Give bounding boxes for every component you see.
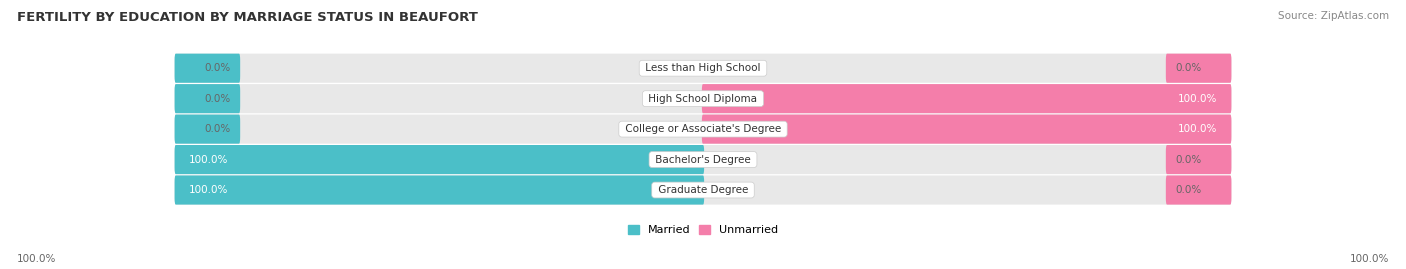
FancyBboxPatch shape [702, 84, 1232, 113]
Text: 100.0%: 100.0% [1350, 254, 1389, 264]
Text: 100.0%: 100.0% [1178, 124, 1218, 134]
Text: High School Diploma: High School Diploma [645, 94, 761, 104]
FancyBboxPatch shape [174, 115, 240, 144]
FancyBboxPatch shape [174, 145, 1232, 174]
Text: Bachelor's Degree: Bachelor's Degree [652, 155, 754, 165]
FancyBboxPatch shape [174, 175, 704, 205]
FancyBboxPatch shape [1166, 175, 1232, 205]
Text: 0.0%: 0.0% [205, 63, 231, 73]
Text: 0.0%: 0.0% [205, 94, 231, 104]
Text: Graduate Degree: Graduate Degree [655, 185, 751, 195]
FancyBboxPatch shape [174, 54, 240, 83]
Text: Less than High School: Less than High School [643, 63, 763, 73]
Legend: Married, Unmarried: Married, Unmarried [623, 220, 783, 240]
Text: 100.0%: 100.0% [1178, 94, 1218, 104]
Text: 100.0%: 100.0% [188, 185, 228, 195]
FancyBboxPatch shape [174, 145, 704, 174]
Text: 100.0%: 100.0% [17, 254, 56, 264]
FancyBboxPatch shape [174, 175, 1232, 205]
FancyBboxPatch shape [702, 115, 1232, 144]
Text: 0.0%: 0.0% [1175, 63, 1201, 73]
Text: 0.0%: 0.0% [205, 124, 231, 134]
FancyBboxPatch shape [174, 84, 1232, 113]
FancyBboxPatch shape [1166, 145, 1232, 174]
Text: FERTILITY BY EDUCATION BY MARRIAGE STATUS IN BEAUFORT: FERTILITY BY EDUCATION BY MARRIAGE STATU… [17, 11, 478, 24]
Text: 100.0%: 100.0% [188, 155, 228, 165]
Text: Source: ZipAtlas.com: Source: ZipAtlas.com [1278, 11, 1389, 21]
FancyBboxPatch shape [174, 84, 240, 113]
FancyBboxPatch shape [174, 54, 1232, 83]
Text: 0.0%: 0.0% [1175, 155, 1201, 165]
Text: 0.0%: 0.0% [1175, 185, 1201, 195]
Text: College or Associate's Degree: College or Associate's Degree [621, 124, 785, 134]
FancyBboxPatch shape [1166, 54, 1232, 83]
FancyBboxPatch shape [174, 115, 1232, 144]
